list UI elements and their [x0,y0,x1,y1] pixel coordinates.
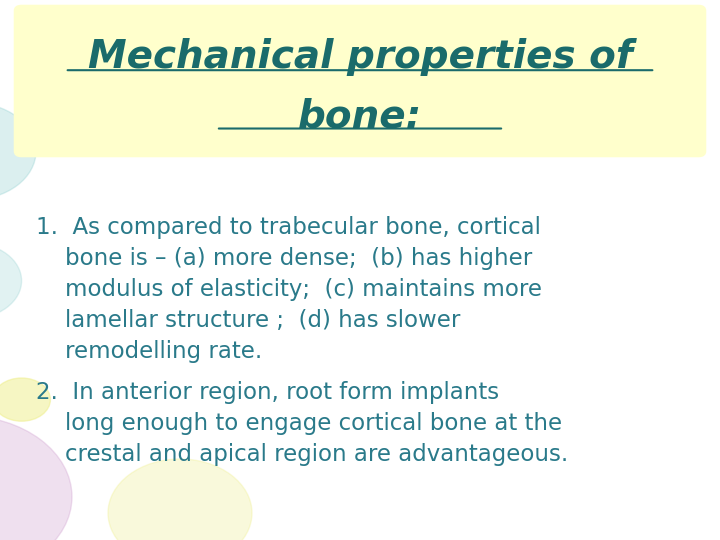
Text: Mechanical properties of: Mechanical properties of [88,38,632,76]
Circle shape [0,243,22,319]
Circle shape [0,416,72,540]
Circle shape [108,459,252,540]
Text: 2.  In anterior region, root form implants
    long enough to engage cortical bo: 2. In anterior region, root form implant… [36,381,568,466]
Text: bone:: bone: [298,97,422,135]
Text: 1.  As compared to trabecular bone, cortical
    bone is – (a) more dense;  (b) : 1. As compared to trabecular bone, corti… [36,216,542,363]
Circle shape [0,378,50,421]
FancyBboxPatch shape [14,5,706,157]
Circle shape [0,103,36,200]
